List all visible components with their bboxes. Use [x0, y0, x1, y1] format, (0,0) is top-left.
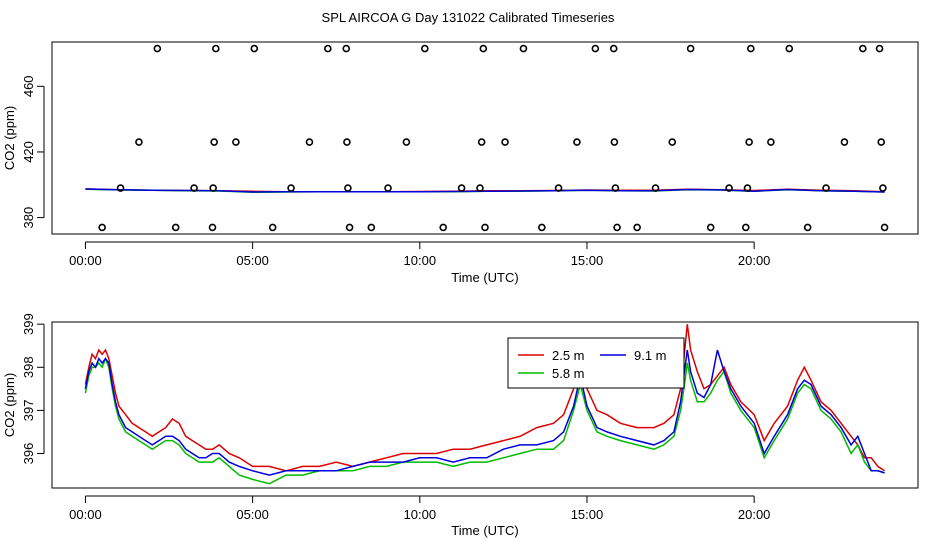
- scatter-point: [611, 184, 620, 192]
- scatter-point: [305, 138, 314, 146]
- scatter-point: [745, 138, 753, 146]
- scatter-point: [477, 138, 486, 146]
- x-axis-label: Time (UTC): [451, 270, 518, 285]
- scatter-point: [367, 223, 376, 232]
- scatter-point: [803, 223, 812, 232]
- x-tick-label: 20:00: [738, 507, 771, 522]
- scatter-point: [573, 138, 581, 146]
- scatter-point: [135, 138, 143, 146]
- y-tick-label: 397: [21, 400, 36, 422]
- x-axis-label: Time (UTC): [451, 523, 518, 538]
- scatter-point: [875, 44, 884, 53]
- x-tick-label: 05:00: [236, 253, 269, 268]
- scatter-point: [476, 184, 484, 192]
- scatter-point: [651, 184, 660, 192]
- scatter-point: [287, 184, 295, 192]
- scatter-point: [479, 44, 488, 53]
- scatter-point: [344, 184, 352, 192]
- x-tick-label: 10:00: [404, 253, 437, 268]
- chart-title: SPL AIRCOA G Day 131022 Calibrated Times…: [321, 10, 615, 25]
- scatter-point: [591, 44, 600, 53]
- scatter-point: [610, 138, 619, 146]
- legend-label: 9.1 m: [634, 348, 667, 363]
- scatter-point: [342, 44, 351, 53]
- scatter-point: [209, 184, 217, 192]
- scatter-point: [439, 223, 448, 232]
- x-tick-label: 15:00: [571, 507, 604, 522]
- scatter-point: [725, 184, 733, 192]
- y-tick-label: 396: [21, 443, 36, 465]
- scatter-point: [822, 184, 830, 192]
- scatter-point: [743, 184, 752, 192]
- scatter-point: [742, 223, 750, 232]
- scatter-point: [212, 44, 220, 53]
- scatter-point: [268, 223, 277, 232]
- legend-label: 5.8 m: [552, 366, 585, 381]
- x-tick-label: 00:00: [69, 507, 102, 522]
- series-line-3: [85, 188, 885, 193]
- scatter-point: [457, 184, 466, 192]
- scatter-point: [324, 44, 332, 53]
- scatter-point: [171, 223, 180, 232]
- y-axis-label: CO2 (ppm): [2, 373, 17, 437]
- scatter-point: [747, 44, 755, 53]
- scatter-point: [668, 138, 677, 146]
- scatter-point: [208, 223, 217, 232]
- x-tick-label: 00:00: [69, 253, 102, 268]
- scatter-point: [706, 223, 715, 232]
- scatter-point: [210, 138, 218, 146]
- y-tick-label: 398: [21, 356, 36, 378]
- y-tick-label: 420: [21, 141, 36, 163]
- scatter-point: [116, 184, 125, 192]
- y-tick-label: 380: [21, 207, 36, 229]
- y-tick-label: 460: [21, 75, 36, 97]
- scatter-point: [232, 138, 240, 146]
- series-line-2: [84, 356, 885, 485]
- scatter-point: [613, 223, 621, 232]
- scatter-point: [345, 223, 354, 232]
- scatter-point: [421, 44, 429, 53]
- legend-box: [507, 337, 685, 389]
- scatter-point: [840, 138, 849, 146]
- scatter-point: [190, 184, 198, 192]
- x-tick-label: 15:00: [571, 253, 604, 268]
- scatter-point: [609, 44, 618, 53]
- scatter-point: [877, 138, 886, 146]
- scatter-point: [481, 223, 489, 232]
- x-tick-label: 10:00: [404, 507, 437, 522]
- plot-frame: [51, 321, 919, 489]
- scatter-point: [538, 223, 546, 232]
- scatter-point: [554, 184, 563, 192]
- panel-1: 00:00 05:00 10:00 15:00 20:00 Time (UTC) 380 42…: [2, 41, 919, 285]
- panel-2: 00:00 05:00 10:00 15:00 20:00 Time (UTC) 396 39…: [2, 313, 919, 538]
- y-tick-label: 399: [21, 313, 36, 335]
- scatter-point: [98, 223, 106, 232]
- plot-frame: [51, 41, 919, 235]
- scatter-point: [153, 44, 162, 53]
- scatter-point: [859, 44, 867, 53]
- scatter-point: [686, 44, 695, 53]
- scatter-point: [250, 44, 259, 53]
- x-tick-label: 05:00: [236, 507, 269, 522]
- series-line-3: [84, 349, 885, 476]
- scatter-point: [402, 138, 411, 146]
- x-tick-label: 20:00: [738, 253, 771, 268]
- scatter-point: [785, 44, 794, 53]
- scatter-point: [633, 223, 641, 232]
- scatter-point: [519, 44, 528, 53]
- scatter-point: [767, 138, 775, 146]
- scatter-point: [879, 184, 887, 192]
- y-axis-label: CO2 (ppm): [2, 106, 17, 170]
- scatter-point: [501, 138, 509, 146]
- series-line-1: [84, 324, 886, 472]
- legend-label: 2.5 m: [552, 348, 585, 363]
- scatter-point: [384, 184, 392, 192]
- scatter-point: [880, 223, 889, 232]
- scatter-point: [343, 138, 351, 146]
